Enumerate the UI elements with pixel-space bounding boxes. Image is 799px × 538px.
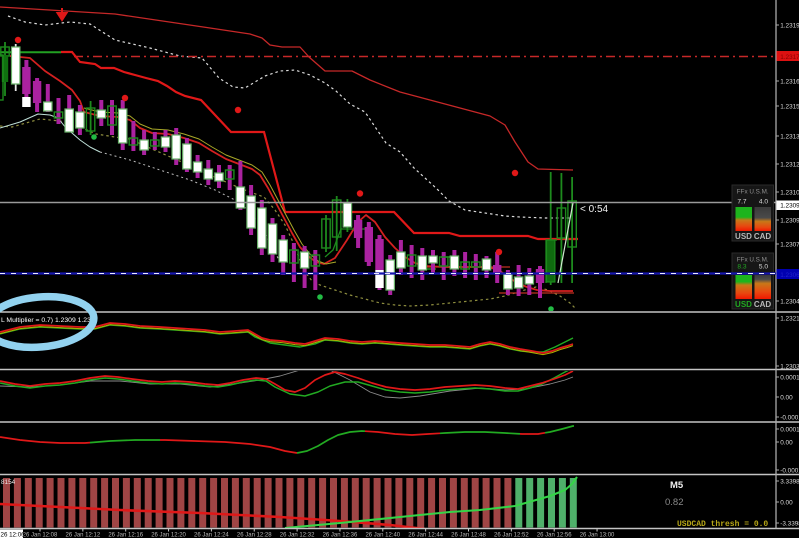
svg-text:1.2316: 1.2316 [780, 79, 799, 86]
svg-text:8154: 8154 [1, 479, 16, 486]
svg-text:L Multiplier = 0.7) 1.2309 1.2: L Multiplier = 0.7) 1.2309 1.230 [1, 317, 95, 324]
svg-text:1.2303: 1.2303 [780, 364, 799, 371]
svg-text:26 Jan 12:28: 26 Jan 12:28 [237, 532, 272, 538]
svg-text:M5: M5 [670, 480, 684, 491]
svg-text:26 Jan 12:16: 26 Jan 12:16 [108, 532, 143, 538]
svg-text:1.2313: 1.2313 [780, 134, 799, 141]
svg-text:4.0: 4.0 [759, 199, 768, 206]
svg-text:1.2309: 1.2309 [780, 218, 799, 225]
svg-text:1.2306: 1.2306 [780, 272, 799, 279]
svg-text:1.2309: 1.2309 [780, 203, 799, 210]
svg-text:FFx U.S.M.: FFx U.S.M. [737, 257, 769, 264]
svg-text:26 Jan 12:56: 26 Jan 12:56 [537, 532, 572, 538]
svg-text:USD: USD [735, 232, 752, 241]
svg-text:26 12:06: 26 12:06 [1, 531, 26, 538]
svg-text:0.0001: 0.0001 [780, 427, 799, 434]
svg-text:8.3: 8.3 [737, 264, 746, 271]
svg-text:CAD: CAD [754, 300, 772, 309]
svg-text:0.00: 0.00 [780, 500, 793, 507]
svg-text:1.2307: 1.2307 [780, 242, 799, 249]
svg-text:26 Jan 12:36: 26 Jan 12:36 [323, 532, 358, 538]
svg-text:26 Jan 12:24: 26 Jan 12:24 [194, 532, 229, 538]
svg-text:1.2321: 1.2321 [780, 316, 799, 323]
svg-text:26 Jan 12:12: 26 Jan 12:12 [65, 532, 100, 538]
svg-text:USDCAD thresh = 0.0: USDCAD thresh = 0.0 [677, 520, 768, 529]
svg-text:0.0001: 0.0001 [780, 375, 799, 382]
svg-text:3.3398: 3.3398 [780, 479, 799, 486]
svg-text:26 Jan 12:44: 26 Jan 12:44 [408, 532, 443, 538]
svg-text:FFx U.S.M.: FFx U.S.M. [737, 189, 769, 196]
svg-text:CAD: CAD [754, 232, 772, 241]
svg-text:26 Jan 12:40: 26 Jan 12:40 [365, 532, 400, 538]
svg-text:USD: USD [735, 300, 752, 309]
svg-text:1.2315: 1.2315 [780, 104, 799, 111]
svg-text:26 Jan 12:52: 26 Jan 12:52 [494, 532, 529, 538]
svg-text:< 0:54: < 0:54 [580, 204, 609, 215]
svg-text:-3.3398: -3.3398 [780, 521, 799, 528]
svg-text:1.2310: 1.2310 [780, 190, 799, 197]
svg-text:-0.0001: -0.0001 [780, 415, 799, 422]
svg-text:26 Jan 12:48: 26 Jan 12:48 [451, 532, 486, 538]
svg-text:-0.0001: -0.0001 [780, 468, 799, 475]
svg-text:26 Jan 12:32: 26 Jan 12:32 [280, 532, 315, 538]
svg-text:1.2304: 1.2304 [780, 299, 799, 306]
svg-text:1.2317: 1.2317 [780, 54, 799, 61]
svg-text:0.00: 0.00 [780, 395, 793, 402]
svg-text:26 Jan 12:20: 26 Jan 12:20 [151, 532, 186, 538]
svg-text:0.82: 0.82 [665, 497, 684, 508]
svg-text:0.00: 0.00 [780, 440, 793, 447]
svg-text:5.0: 5.0 [759, 264, 768, 271]
svg-text:7.7: 7.7 [737, 199, 746, 206]
svg-text:1.2312: 1.2312 [780, 162, 799, 169]
svg-text:26 Jan 13:00: 26 Jan 13:00 [580, 532, 615, 538]
svg-text:26 Jan 12:08: 26 Jan 12:08 [23, 532, 58, 538]
svg-text:1.2319: 1.2319 [780, 23, 799, 30]
